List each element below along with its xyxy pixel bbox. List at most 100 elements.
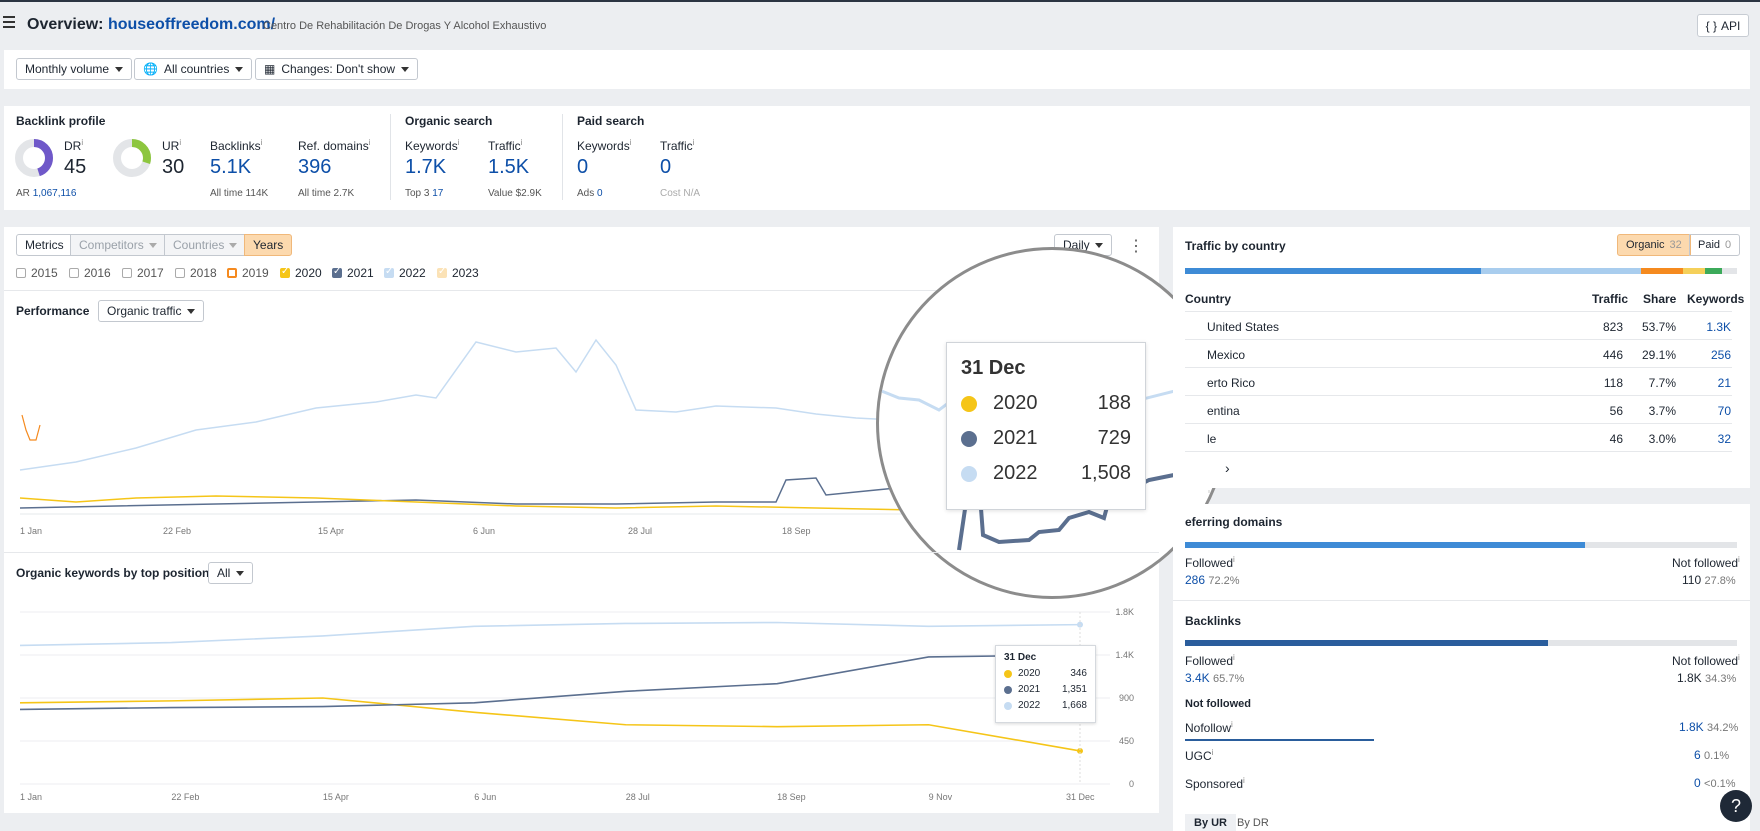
volume-dropdown[interactable]: Monthly volume	[16, 58, 133, 80]
x-tick-label: 18 Sep	[782, 526, 811, 536]
share-bar-us	[1185, 268, 1481, 274]
keywords-tooltip: 31 Dec 2020 346 2021 1,351 2022 1,668	[995, 645, 1096, 723]
series-year: 2020	[993, 392, 1038, 414]
checkbox-icon	[69, 268, 79, 278]
paid-keywords-label: Keywordsi	[577, 138, 632, 153]
keywords-filter-dropdown[interactable]: All	[208, 562, 254, 584]
x-tick-label: 22 Feb	[163, 526, 191, 536]
series-value: 346	[1070, 668, 1087, 679]
series-dot	[1004, 685, 1012, 694]
rd-followed-value: 286 72.2%	[1185, 573, 1240, 587]
keywords-chart-label: Organic keywords by top position	[16, 566, 210, 580]
table-row[interactable]: le 46 3.0% 32	[1185, 424, 1732, 452]
cost-value: Cost N/A	[660, 188, 701, 199]
tab-metrics[interactable]: Metrics	[16, 234, 73, 256]
caret-down-icon	[115, 66, 124, 72]
year-label: 2022	[399, 266, 426, 280]
series-2021-line	[19, 654, 1081, 711]
tooltip-row: 2020 346	[1004, 668, 1087, 679]
tab-paid[interactable]: Paid 0	[1689, 234, 1741, 256]
country-keywords[interactable]: 32	[1717, 432, 1731, 446]
backlinks-followed-bar	[1185, 640, 1548, 646]
table-row[interactable]: erto Rico 118 7.7% 21	[1185, 368, 1732, 396]
help-button[interactable]: ?	[1720, 790, 1752, 822]
magnified-tooltip-row: 2022 1,508	[961, 462, 1131, 485]
metrics-panel: Backlink profile DRi 45 AR 1,067,116 URi…	[4, 106, 1750, 210]
divider	[4, 552, 1159, 553]
menu-icon[interactable]	[3, 16, 15, 28]
magnified-tooltip-date: 31 Dec	[961, 357, 1026, 379]
y-tick-label: 1.4K	[1115, 650, 1134, 660]
y-tick-label: 450	[1119, 736, 1134, 746]
series-dot	[1004, 701, 1012, 710]
tab-by-ur[interactable]: By UR	[1185, 814, 1237, 831]
country-keywords[interactable]: 1.3K	[1706, 320, 1731, 334]
domain-link[interactable]: houseoffreedom.com/	[107, 16, 276, 33]
filter-bar: Monthly volume 🌐 All countries ▦ Changes: …	[4, 50, 1750, 89]
ugc-value: 6 0.1%	[1694, 748, 1730, 762]
paid-traffic-value[interactable]: 0	[660, 156, 672, 178]
page-header: Overview: houseoffreedom.com/ Centro De …	[0, 2, 1760, 46]
year-checkbox-2017[interactable]: 2017	[122, 266, 164, 280]
country-share: 29.1%	[1641, 348, 1676, 362]
country-traffic: 823	[1602, 320, 1623, 334]
tab-countries[interactable]: Countries	[164, 234, 247, 256]
api-button[interactable]: { } API	[1697, 14, 1749, 37]
tab-organic[interactable]: Organic 32	[1617, 234, 1691, 256]
ar-value: AR 1,067,116	[16, 188, 77, 199]
country-traffic: 446	[1602, 348, 1623, 362]
checkbox-icon	[16, 268, 26, 278]
magnified-tooltip: 31 Dec 2020 188 2021 729 2022 1,508	[946, 342, 1146, 510]
tab-years[interactable]: Years	[244, 234, 293, 256]
dr-donut	[15, 139, 53, 177]
refdomains-value[interactable]: 396	[298, 156, 332, 178]
caret-down-icon	[235, 66, 244, 72]
table-row[interactable]: Mexico 446 29.1% 256	[1185, 340, 1732, 368]
year-checkbox-2021[interactable]: 2021	[332, 266, 374, 280]
changes-dropdown[interactable]: ▦ Changes: Don't show	[255, 58, 419, 80]
country-keywords[interactable]: 70	[1717, 404, 1731, 418]
year-checkbox-2022[interactable]: 2022	[384, 266, 426, 280]
organic-keywords-value[interactable]: 1.7K	[405, 156, 447, 178]
country-keywords[interactable]: 21	[1717, 376, 1731, 390]
organic-traffic-value[interactable]: 1.5K	[488, 156, 530, 178]
country-name: United States	[1207, 320, 1280, 334]
magnified-tooltip-row: 2020 188	[961, 392, 1131, 415]
country-keywords[interactable]: 256	[1710, 348, 1731, 362]
series-dot	[961, 465, 977, 482]
year-label: 2016	[84, 266, 111, 280]
tab-competitors[interactable]: Competitors	[70, 234, 166, 256]
x-tick-label: 28 Jul	[628, 526, 652, 536]
more-options-icon[interactable]: ⋮	[1128, 238, 1144, 255]
share-bar-rest	[1722, 268, 1737, 274]
chevron-right-icon[interactable]: ›	[1225, 460, 1230, 476]
backlinks-notfollowed-bar	[1548, 640, 1737, 646]
refdomains-followed-bar	[1185, 542, 1585, 548]
table-header: Country Traffic Share Keywords	[1185, 284, 1744, 312]
x-tick-label: 28 Jul	[626, 792, 650, 802]
year-checkbox-2023[interactable]: 2023	[437, 266, 479, 280]
year-checkbox-2015[interactable]: 2015	[16, 266, 58, 280]
year-checkbox-2020[interactable]: 2020	[280, 266, 322, 280]
year-checkbox-2016[interactable]: 2016	[69, 266, 111, 280]
magnified-2021-line	[957, 470, 1209, 551]
backlinks-label: Backlinksi	[210, 138, 263, 153]
ur-value: 30	[162, 156, 185, 178]
table-row[interactable]: United States 823 53.7% 1.3K	[1185, 312, 1732, 340]
tab-by-dr[interactable]: By DR	[1237, 816, 1269, 829]
table-row[interactable]: entina 56 3.7% 70	[1185, 396, 1732, 424]
year-checkbox-2018[interactable]: 2018	[175, 266, 217, 280]
countries-dropdown[interactable]: 🌐 All countries	[134, 58, 253, 80]
divider	[1173, 600, 1750, 601]
year-checkbox-2019[interactable]: 2019	[227, 266, 269, 280]
keywords-chart: 1.8K 1.4K 900 450 0 1 Jan 22 Feb 15 Apr 6 Jun 28…	[19, 607, 1134, 802]
caret-down-icon	[236, 570, 245, 576]
organic-search-heading: Organic search	[405, 114, 493, 128]
nofollow-value: 1.8K 34.2%	[1679, 720, 1739, 734]
year-label: 2015	[31, 266, 58, 280]
backlinks-value[interactable]: 5.1K	[210, 156, 252, 178]
paid-keywords-value[interactable]: 0	[577, 156, 589, 178]
page-subtitle: Centro De Rehabilitación De Drogas Y Alc…	[263, 20, 547, 32]
nofollow-label: Nofollowi	[1185, 720, 1233, 735]
performance-metric-dropdown[interactable]: Organic traffic	[98, 300, 205, 322]
